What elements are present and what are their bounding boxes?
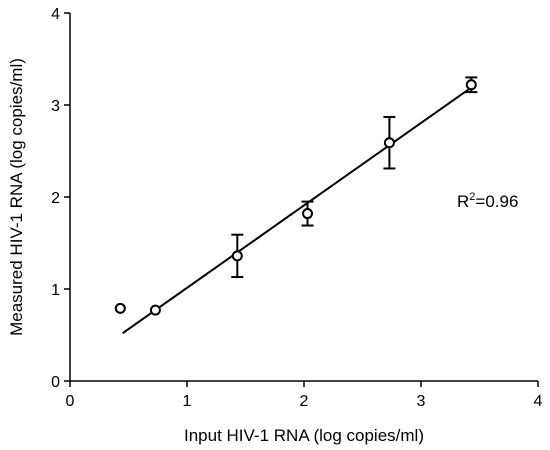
y-tick-label: 1 <box>51 282 60 299</box>
fit-line-group <box>122 86 472 334</box>
error-bars <box>231 76 478 279</box>
y-ticks: 0 1 2 3 4 <box>51 6 70 391</box>
data-point <box>114 302 126 314</box>
r-squared-annotation: R2=0.96 <box>457 191 518 211</box>
y-axis-title: Measured HIV-1 RNA (log copies/ml) <box>7 58 26 336</box>
x-axis-title: Input HIV-1 RNA (log copies/ml) <box>184 426 424 445</box>
data-points <box>114 79 477 316</box>
plot-area: 0 1 2 3 4 0 1 2 3 4 <box>51 6 542 410</box>
data-point <box>302 208 314 220</box>
r-squared-superscript: 2 <box>469 191 475 203</box>
x-tick-label: 1 <box>183 393 192 410</box>
r-squared-value: =0.96 <box>475 192 518 211</box>
x-tick-label: 0 <box>66 393 75 410</box>
x-tick-label: 2 <box>300 393 309 410</box>
data-point <box>149 304 161 316</box>
y-tick-label: 0 <box>51 374 60 391</box>
r-squared-base: R <box>457 192 469 211</box>
x-ticks: 0 1 2 3 4 <box>66 381 543 410</box>
regression-line <box>122 86 472 334</box>
data-point <box>465 79 477 91</box>
y-tick-label: 2 <box>51 190 60 207</box>
data-point <box>231 250 243 262</box>
y-tick-label: 3 <box>51 98 60 115</box>
y-tick-label: 4 <box>51 6 60 23</box>
x-tick-label: 4 <box>534 393 543 410</box>
data-point <box>383 137 395 149</box>
x-tick-label: 3 <box>417 393 426 410</box>
